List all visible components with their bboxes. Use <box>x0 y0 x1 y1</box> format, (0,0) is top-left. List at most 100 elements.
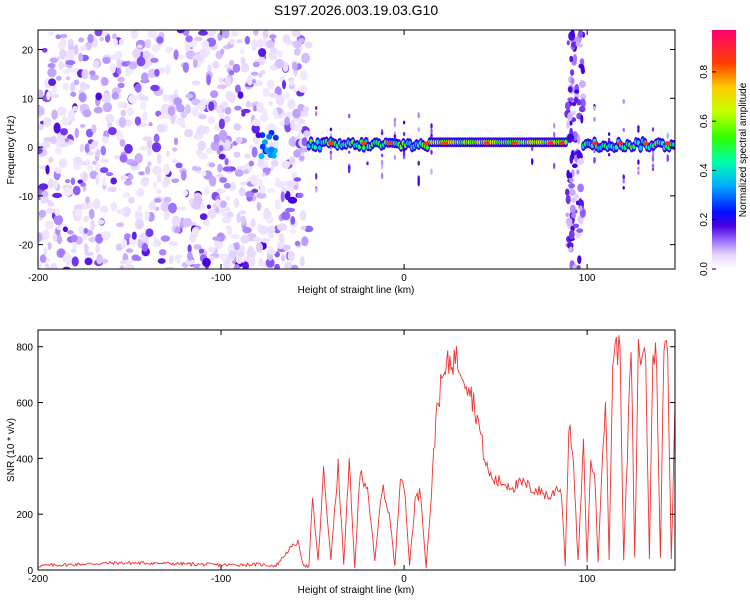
heatmap-cell <box>175 162 183 169</box>
heatmap-cell <box>289 228 297 234</box>
heatmap-cell <box>262 30 269 40</box>
heatmap-cell <box>137 204 143 212</box>
colorbar-tick-label: 0.6 <box>699 114 710 128</box>
heatmap-cell <box>144 210 150 221</box>
heatmap-cell <box>245 100 252 108</box>
heatmap-cell <box>580 93 586 101</box>
heatmap-cell <box>580 114 584 124</box>
heatmap-cell <box>250 177 258 185</box>
heatmap-cell <box>294 240 301 247</box>
heatmap-cell <box>72 185 81 196</box>
heatmap-cell <box>78 37 85 43</box>
heatmap-cell <box>224 158 229 166</box>
heatmap-cell <box>202 257 211 267</box>
heatmap-cell <box>240 62 250 73</box>
heatmap-cell <box>151 44 160 53</box>
heatmap-cell <box>576 152 583 160</box>
heatmap-cell <box>43 196 49 203</box>
heatmap-cell <box>38 209 47 218</box>
heatmap-cell <box>180 110 188 119</box>
heatmap-cell <box>570 69 575 76</box>
heatmap-cell <box>269 92 278 98</box>
heatmap-cell <box>430 128 433 135</box>
heatmap-cell <box>83 227 88 234</box>
heatmap-cell <box>258 258 264 267</box>
heatmap-cell <box>207 64 212 73</box>
heatmap-cell <box>85 128 94 138</box>
heatmap-cell <box>122 192 131 198</box>
heatmap-cell <box>55 166 62 174</box>
heatmap-cell <box>196 125 207 136</box>
colorbar-tick-label: 0.8 <box>699 64 710 78</box>
heatmap-cell <box>206 204 211 210</box>
heatmap-cell <box>101 31 108 37</box>
y-tick-label: 0 <box>27 566 33 577</box>
heatmap-cell <box>223 64 232 69</box>
heatmap-cell <box>82 171 88 183</box>
heatmap-cell <box>234 105 242 111</box>
heatmap-cell <box>223 182 231 189</box>
heatmap-cell <box>417 127 420 132</box>
heatmap-hotspot <box>617 141 624 145</box>
heatmap-cell <box>52 192 63 199</box>
heatmap-cell <box>293 48 301 56</box>
heatmap-cell <box>124 233 131 240</box>
heatmap-cell <box>238 210 247 215</box>
heatmap-cell <box>299 70 308 81</box>
heatmap-cell <box>366 162 369 166</box>
heatmap-cell <box>108 127 117 136</box>
heatmap-cell <box>315 139 320 145</box>
heatmap-cell <box>651 127 655 132</box>
heatmap-cell <box>268 146 275 153</box>
heatmap-cell <box>110 202 118 212</box>
heatmap-cell <box>289 78 295 87</box>
heatmap-cell <box>163 196 172 203</box>
heatmap-cell <box>284 261 293 269</box>
heatmap-cell <box>80 182 86 187</box>
heatmap-cell <box>165 46 174 54</box>
heatmap-cell <box>79 81 87 91</box>
heatmap-cell <box>531 145 534 152</box>
heatmap-cell <box>242 226 252 234</box>
heatmap-cell <box>116 130 123 141</box>
heatmap-cell <box>162 164 171 175</box>
heatmap-cell <box>256 192 267 199</box>
heatmap-cell <box>280 160 291 169</box>
heatmap-cell <box>140 101 147 111</box>
heatmap-cell <box>73 204 83 211</box>
heatmap-cell <box>185 104 191 115</box>
heatmap-cell <box>111 91 120 100</box>
heatmap-cell <box>281 254 286 262</box>
heatmap-cell <box>184 129 194 138</box>
heatmap-cell <box>167 106 176 116</box>
heatmap-cell <box>117 76 125 82</box>
heatmap-cell <box>93 106 103 114</box>
heatmap-cell <box>576 265 581 269</box>
heatmap-cell <box>568 183 575 189</box>
heatmap-cell <box>236 256 243 264</box>
y-tick-label: 10 <box>22 94 34 105</box>
heatmap-cell <box>299 155 305 161</box>
heatmap-cell <box>157 240 162 247</box>
heatmap-cell <box>174 226 181 234</box>
heatmap-cell <box>194 36 203 42</box>
heatmap-cell <box>287 98 296 110</box>
heatmap-cell <box>59 38 67 49</box>
heatmap-hotspot <box>423 141 430 145</box>
heatmap-cell <box>79 45 87 52</box>
heatmap-cell <box>87 33 94 44</box>
heatmap-cell <box>58 142 67 147</box>
colorbar-tick-label: 0.2 <box>699 212 710 226</box>
heatmap-cell <box>58 248 65 257</box>
heatmap-cell <box>577 255 582 264</box>
heatmap-cell <box>281 244 291 251</box>
heatmap-cell <box>651 155 655 163</box>
heatmap-cell <box>393 123 397 128</box>
heatmap-cell <box>176 30 185 34</box>
heatmap-cell <box>269 34 277 39</box>
heatmap-cell <box>284 116 290 126</box>
heatmap-cell <box>567 86 573 93</box>
heatmap-hotspot <box>558 141 565 145</box>
heatmap-cell <box>380 172 384 180</box>
heatmap-cell <box>221 101 228 109</box>
